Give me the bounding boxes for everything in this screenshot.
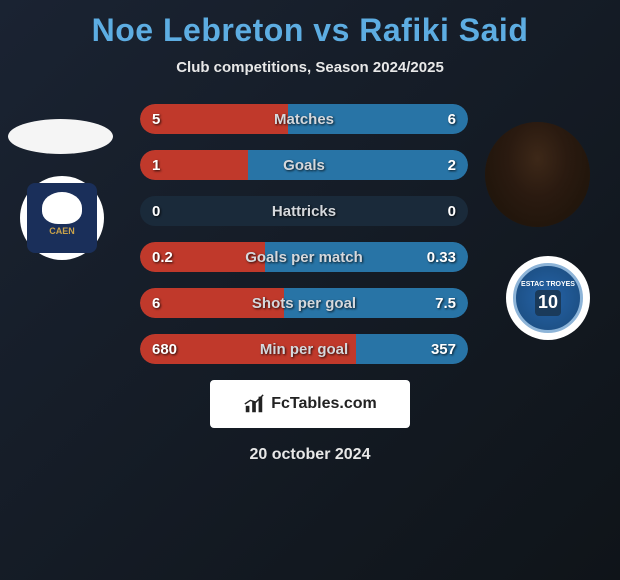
stat-row: 680 357 Min per goal [140,334,468,364]
bar-right [248,150,468,180]
stat-label: Shots per goal [252,295,356,312]
stat-value-right: 357 [431,341,456,358]
chart-icon [243,393,265,415]
troyes-badge: ESTAC TROYES 10 [513,263,583,333]
troyes-number: 10 [535,290,561,316]
brand-text: FcTables.com [271,395,377,413]
player-photo-right [485,122,590,227]
stat-row: 1 2 Goals [140,150,468,180]
club-logo-left: CAEN [20,176,104,260]
stat-row: 0 0 Hattricks [140,196,468,226]
stat-row: 5 6 Matches [140,104,468,134]
bar-left [140,104,288,134]
stat-row: 6 7.5 Shots per goal [140,288,468,318]
brand-badge[interactable]: FcTables.com [210,380,410,428]
club-logo-right: ESTAC TROYES 10 [506,256,590,340]
stat-label: Matches [274,111,334,128]
stats-list: 5 6 Matches 1 2 Goals 0 0 Hattricks 0.2 0.33 Goals … [140,104,468,364]
stat-value-right: 0 [448,203,456,220]
stat-value-right: 2 [448,157,456,174]
caen-label: CAEN [49,226,75,236]
stat-row: 0.2 0.33 Goals per match [140,242,468,272]
caen-badge: CAEN [27,183,97,253]
stat-value-right: 6 [448,111,456,128]
stat-value-left: 0 [152,203,160,220]
page-title: Noe Lebreton vs Rafiki Said [8,12,612,49]
stat-value-left: 680 [152,341,177,358]
stat-value-left: 1 [152,157,160,174]
stat-value-left: 6 [152,295,160,312]
subtitle: Club competitions, Season 2024/2025 [8,59,612,76]
date-label: 20 october 2024 [8,446,612,464]
stat-label: Goals [283,157,325,174]
stat-value-left: 0.2 [152,249,173,266]
troyes-label: ESTAC TROYES [521,281,575,288]
player-photo-left [8,119,113,154]
stat-value-right: 7.5 [435,295,456,312]
stat-label: Hattricks [272,203,336,220]
stat-label: Goals per match [245,249,363,266]
stat-value-left: 5 [152,111,160,128]
stat-label: Min per goal [260,341,348,358]
stat-value-right: 0.33 [427,249,456,266]
comparison-card: Noe Lebreton vs Rafiki Said Club competi… [0,0,620,474]
content-area: CAEN ESTAC TROYES 10 5 6 Matches 1 2 Goals 0 0 H… [8,104,612,364]
